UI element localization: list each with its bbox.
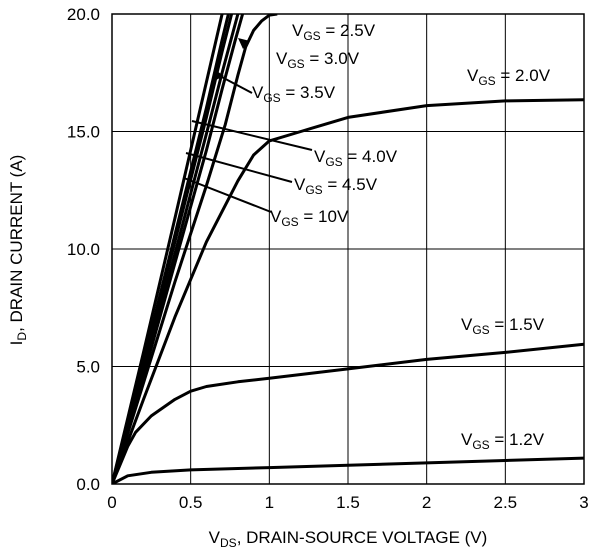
curve-label-sub: GS (281, 215, 298, 229)
x-tick-label: 2 (422, 493, 431, 512)
y-axis-title: ID, DRAIN CURRENT (A) (7, 155, 29, 346)
curve-label-v: V (461, 430, 473, 449)
series-line-1 (112, 342, 584, 484)
y-axis-title-sub: D (15, 332, 29, 341)
tick-labels: 0 0.5 1 1.5 2 2.5 3 0.0 5.0 10.0 15.0 20.0 (67, 5, 589, 512)
series-line-0 (112, 456, 584, 484)
x-tick-label: 1.5 (336, 493, 360, 512)
curve-label-value: = 1.5V (490, 315, 545, 334)
curve-label: VGS = 3.0V (276, 49, 360, 71)
series-line-5 (112, 14, 240, 484)
curve-label-v: V (270, 207, 282, 226)
x-tick-label: 1 (265, 493, 274, 512)
curve-label-v: V (252, 83, 264, 102)
curve-label: VGS = 10V (270, 207, 349, 229)
curve-label: VGS = 2.0V (467, 66, 551, 88)
x-tick-label: 0 (107, 493, 116, 512)
y-tick-label: 0.0 (76, 475, 100, 494)
curve-label-sub: GS (472, 438, 489, 452)
y-tick-label: 5.0 (76, 358, 100, 377)
label-arrow-icon (238, 38, 250, 49)
label-leader-line (191, 120, 313, 151)
curve-label-v: V (467, 66, 479, 85)
label-leader-line (183, 177, 272, 213)
label-arrow-icon (214, 69, 224, 80)
curve-label-value: = 2.5V (321, 21, 376, 40)
curve-label-value: = 2.0V (496, 66, 551, 85)
curve-label-value: = 4.5V (323, 175, 378, 194)
curve-label-v: V (461, 315, 473, 334)
curve-label: VGS = 1.2V (461, 430, 545, 452)
curve-label-sub: GS (325, 155, 342, 169)
curve-label-v: V (276, 49, 288, 68)
curve-label: VGS = 3.5V (252, 83, 336, 105)
series-lines (112, 14, 584, 484)
y-tick-label: 10.0 (67, 240, 100, 259)
curve-label: VGS = 4.5V (294, 175, 378, 197)
label-leader-line (217, 74, 253, 94)
y-tick-label: 20.0 (67, 5, 100, 24)
series-line-7 (112, 14, 230, 484)
curve-label-sub: GS (305, 183, 322, 197)
series-line-3 (112, 14, 278, 484)
curve-label-v: V (294, 175, 306, 194)
curve-label-value: = 3.0V (305, 49, 360, 68)
curve-label-sub: GS (287, 57, 304, 71)
curve-label: VGS = 2.5V (292, 21, 376, 43)
curve-label-sub: GS (303, 29, 320, 43)
curve-label-sub: GS (472, 323, 489, 337)
x-axis-title: VDS, DRAIN-SOURCE VOLTAGE (V) (209, 528, 488, 550)
curve-label-value: = 3.5V (281, 83, 336, 102)
x-axis-title-rest: , DRAIN-SOURCE VOLTAGE (V) (237, 528, 488, 547)
x-axis-title-sub: DS (220, 536, 237, 550)
curve-label-value: = 10V (299, 207, 349, 226)
curve-label: VGS = 4.0V (314, 147, 398, 169)
series-line-8 (112, 14, 224, 484)
curve-label-value: = 1.2V (490, 430, 545, 449)
curve-label-sub: GS (263, 91, 280, 105)
x-tick-label: 0.5 (179, 493, 203, 512)
y-tick-label: 15.0 (67, 123, 100, 142)
label-leader-line (185, 152, 293, 183)
y-axis-title-i: I (7, 341, 26, 346)
series-line-2 (112, 98, 584, 484)
curve-label: VGS = 1.5V (461, 315, 545, 337)
curve-label-value: = 4.0V (343, 147, 398, 166)
curve-label-sub: GS (478, 74, 495, 88)
curve-label-v: V (314, 147, 326, 166)
x-axis-title-v: V (209, 528, 221, 547)
plot-frame (111, 13, 585, 485)
x-tick-label: 2.5 (494, 493, 518, 512)
x-tick-label: 3 (579, 493, 588, 512)
y-axis-title-rest: , DRAIN CURRENT (A) (7, 155, 26, 332)
curve-label-v: V (292, 21, 304, 40)
